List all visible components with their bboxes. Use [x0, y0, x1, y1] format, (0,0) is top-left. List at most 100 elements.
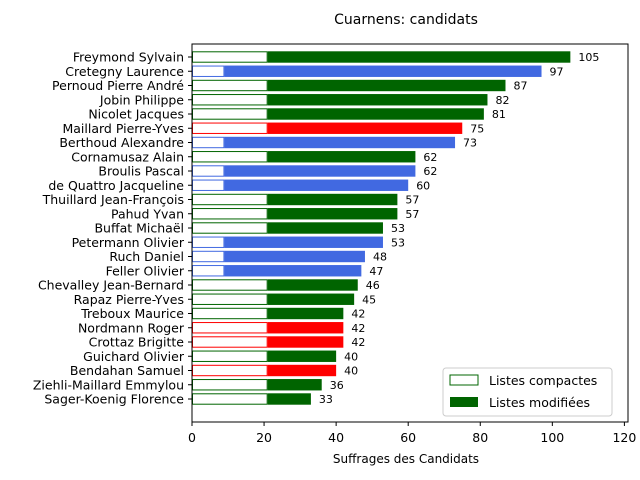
bar-compactes	[192, 350, 268, 362]
bar-compactes	[192, 236, 225, 248]
data-label: 60	[416, 179, 430, 192]
data-labels-group: 1059787828175736262605757535348474645424…	[319, 51, 599, 406]
bar-modifiees	[267, 307, 344, 320]
bar-compactes	[192, 51, 268, 63]
bar-compactes	[192, 208, 268, 220]
bar-compactes	[192, 293, 268, 305]
data-label: 57	[405, 208, 419, 221]
x-tick-label: 60	[400, 430, 416, 445]
bar-compactes	[192, 379, 268, 391]
category-label: Chevalley Jean-Bernard	[38, 278, 184, 293]
bar-modifiees	[267, 364, 337, 377]
legend-frame	[442, 367, 613, 417]
category-label: Petermann Olivier	[72, 235, 185, 250]
data-label: 82	[495, 94, 509, 107]
data-label: 81	[492, 108, 506, 121]
category-label: de Quattro Jacqueline	[48, 178, 184, 193]
bar-modifiees	[224, 136, 456, 149]
bar-compactes	[192, 279, 268, 291]
category-label: Cretegny Laurence	[65, 64, 184, 79]
category-label: Broulis Pascal	[98, 164, 184, 179]
category-label: Treboux Maurice	[80, 306, 184, 321]
bar-modifiees	[267, 379, 322, 391]
bars-group	[192, 51, 571, 405]
bar-modifiees	[267, 151, 416, 163]
data-label: 42	[351, 336, 365, 349]
x-axis-label: Suffrages des Candidats	[333, 452, 479, 466]
category-label: Ziehli-Maillard Emmylou	[33, 377, 184, 392]
bar-modifiees	[267, 293, 355, 305]
category-label: Nicolet Jacques	[88, 107, 184, 122]
bar-modifiees	[224, 165, 416, 177]
data-label: 33	[319, 393, 333, 406]
x-tick-label: 20	[256, 430, 272, 445]
data-label: 53	[391, 236, 405, 249]
data-label: 42	[351, 322, 365, 335]
chart-title: Cuarnens: candidats	[334, 12, 478, 28]
legend-label-compactes: Listes compactes	[489, 373, 597, 388]
data-label: 87	[513, 80, 527, 93]
category-label: Crottaz Brigitte	[89, 335, 185, 350]
x-tick-label: 100	[540, 430, 564, 445]
data-label: 62	[423, 165, 437, 178]
category-label: Bendahan Samuel	[70, 363, 184, 378]
bar-modifiees	[224, 236, 383, 248]
legend-label-modifiees: Listes modifiées	[489, 395, 590, 410]
data-label: 53	[391, 222, 405, 235]
category-label: Cornamusaz Alain	[71, 149, 184, 164]
bar-modifiees	[224, 179, 409, 191]
category-label: Sager-Koenig Florence	[44, 392, 184, 407]
category-label: Guichard Olivier	[83, 349, 185, 364]
bar-compactes	[192, 222, 268, 234]
x-tick-label: 0	[188, 430, 196, 445]
data-label: 46	[366, 279, 380, 292]
data-label: 105	[578, 51, 599, 64]
bar-modifiees	[267, 322, 344, 334]
category-label: Pahud Yvan	[111, 206, 184, 221]
bar-compactes	[192, 94, 268, 106]
data-label: 97	[550, 65, 564, 78]
data-label: 48	[373, 251, 387, 264]
bar-modifiees	[224, 265, 362, 277]
bar-modifiees	[267, 336, 344, 348]
category-label: Ruch Daniel	[109, 249, 184, 264]
bar-modifiees	[267, 108, 484, 120]
legend-swatch-modifiees	[450, 397, 478, 407]
bar-modifiees	[267, 208, 398, 220]
x-tick-label: 120	[612, 430, 636, 445]
category-label: Freymond Sylvain	[73, 50, 184, 65]
data-label: 36	[330, 379, 344, 392]
bar-modifiees	[267, 279, 358, 291]
bar-compactes	[192, 108, 268, 120]
category-label: Buffat Michaël	[94, 221, 184, 236]
bar-compactes	[192, 65, 225, 77]
category-label: Thuillard Jean-François	[42, 192, 184, 207]
bar-modifiees	[267, 94, 488, 106]
bar-modifiees	[267, 122, 463, 134]
data-label: 45	[362, 293, 376, 306]
category-label: Maillard Pierre-Yves	[62, 121, 184, 136]
bar-modifiees	[267, 222, 383, 234]
plot-frame	[191, 43, 629, 423]
data-label: 75	[470, 122, 484, 135]
bar-compactes	[192, 179, 225, 191]
data-label: 40	[344, 350, 358, 363]
legend: Listes compactes Listes modifiées	[442, 367, 613, 417]
legend-swatch-compactes	[449, 374, 479, 386]
bar-modifiees	[267, 51, 571, 63]
x-tick-label: 40	[328, 430, 344, 445]
bar-compactes	[192, 165, 225, 177]
data-label: 62	[423, 151, 437, 164]
category-label: Rapaz Pierre-Yves	[74, 292, 184, 307]
data-label: 73	[463, 137, 477, 150]
bar-modifiees	[224, 250, 365, 263]
bar-modifiees	[224, 65, 542, 77]
bar-compactes	[192, 322, 268, 334]
bar-compactes	[192, 250, 225, 263]
bar-compactes	[192, 136, 225, 149]
bar-compactes	[192, 122, 268, 134]
bar-modifiees	[267, 350, 337, 362]
data-label: 42	[351, 308, 365, 321]
